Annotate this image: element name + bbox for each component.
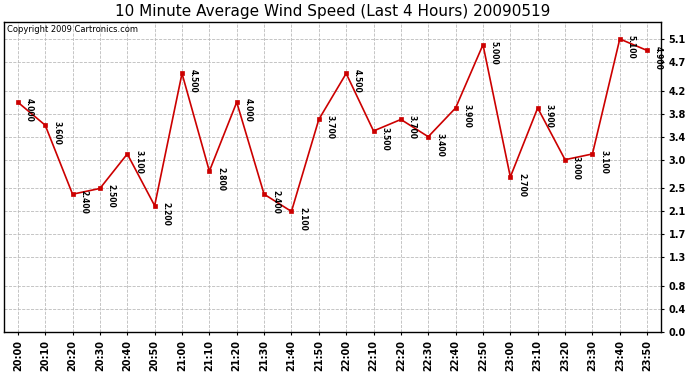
Text: 5.100: 5.100 <box>627 35 635 58</box>
Text: 2.500: 2.500 <box>107 184 116 208</box>
Text: 3.100: 3.100 <box>600 150 609 174</box>
Text: 3.100: 3.100 <box>135 150 144 174</box>
Text: 2.400: 2.400 <box>79 190 88 214</box>
Text: 3.400: 3.400 <box>435 132 444 156</box>
Text: 4.000: 4.000 <box>244 98 253 122</box>
Text: 4.900: 4.900 <box>654 46 663 70</box>
Text: 3.700: 3.700 <box>326 115 335 139</box>
Text: 3.500: 3.500 <box>380 127 389 150</box>
Text: 4.500: 4.500 <box>189 69 198 93</box>
Text: 3.000: 3.000 <box>572 156 581 179</box>
Title: 10 Minute Average Wind Speed (Last 4 Hours) 20090519: 10 Minute Average Wind Speed (Last 4 Hou… <box>115 4 550 19</box>
Text: 4.000: 4.000 <box>25 98 34 122</box>
Text: 3.600: 3.600 <box>52 121 61 145</box>
Text: 3.900: 3.900 <box>544 104 553 128</box>
Text: 3.900: 3.900 <box>462 104 471 128</box>
Text: 2.100: 2.100 <box>298 207 308 231</box>
Text: 5.000: 5.000 <box>490 40 499 64</box>
Text: Copyright 2009 Cartronics.com: Copyright 2009 Cartronics.com <box>8 25 139 34</box>
Text: 3.700: 3.700 <box>408 115 417 139</box>
Text: 2.200: 2.200 <box>161 201 170 225</box>
Text: 2.400: 2.400 <box>271 190 280 214</box>
Text: 2.800: 2.800 <box>217 167 226 191</box>
Text: 4.500: 4.500 <box>353 69 362 93</box>
Text: 2.700: 2.700 <box>518 173 526 197</box>
